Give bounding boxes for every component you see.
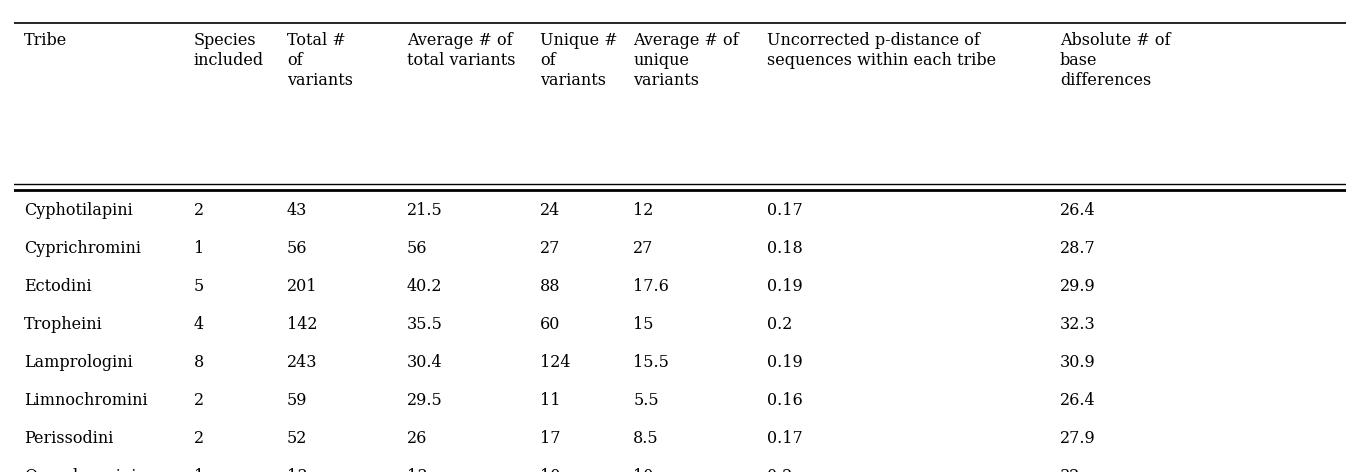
Text: 27: 27 (634, 240, 654, 257)
Text: 56: 56 (287, 240, 307, 257)
Text: 26: 26 (407, 430, 427, 447)
Text: 2: 2 (193, 202, 204, 219)
Text: 40.2: 40.2 (407, 278, 442, 295)
Text: 12: 12 (634, 202, 654, 219)
Text: 88: 88 (540, 278, 560, 295)
Text: 8: 8 (193, 354, 204, 371)
Text: 10: 10 (634, 468, 654, 472)
Text: 28.7: 28.7 (1059, 240, 1096, 257)
Text: 59: 59 (287, 392, 307, 409)
Text: Ectodini: Ectodini (24, 278, 92, 295)
Text: 10: 10 (540, 468, 560, 472)
Text: 43: 43 (287, 202, 307, 219)
Text: Perissodini: Perissodini (24, 430, 114, 447)
Text: Average # of
total variants: Average # of total variants (407, 33, 515, 69)
Text: 0.16: 0.16 (767, 392, 802, 409)
Text: Limnochromini: Limnochromini (24, 392, 148, 409)
Text: 56: 56 (407, 240, 427, 257)
Text: 32.3: 32.3 (1059, 316, 1096, 333)
Text: 60: 60 (540, 316, 560, 333)
Text: 5: 5 (193, 278, 204, 295)
Text: Cyphotilapini: Cyphotilapini (24, 202, 133, 219)
Text: 30.9: 30.9 (1059, 354, 1096, 371)
Text: Average # of
unique
variants: Average # of unique variants (634, 33, 738, 89)
Text: 201: 201 (287, 278, 317, 295)
Text: 1: 1 (193, 468, 204, 472)
Text: 17: 17 (540, 430, 560, 447)
Text: 0.2: 0.2 (767, 468, 792, 472)
Text: Uncorrected p-distance of
sequences within each tribe: Uncorrected p-distance of sequences with… (767, 33, 996, 69)
Text: 124: 124 (540, 354, 571, 371)
Text: 52: 52 (287, 430, 307, 447)
Text: 0.19: 0.19 (767, 354, 802, 371)
Text: 24: 24 (540, 202, 560, 219)
Text: 15.5: 15.5 (634, 354, 669, 371)
Text: Species
included: Species included (193, 33, 264, 69)
Text: 2: 2 (193, 392, 204, 409)
Text: 11: 11 (540, 392, 560, 409)
Text: 5.5: 5.5 (634, 392, 660, 409)
Text: 29.5: 29.5 (407, 392, 442, 409)
Text: Cyprichromini: Cyprichromini (24, 240, 141, 257)
Text: 13: 13 (287, 468, 307, 472)
Text: Oreochromini: Oreochromini (24, 468, 137, 472)
Text: 30.4: 30.4 (407, 354, 442, 371)
Text: 2: 2 (193, 430, 204, 447)
Text: 17.6: 17.6 (634, 278, 669, 295)
Text: 1: 1 (193, 240, 204, 257)
Text: 243: 243 (287, 354, 317, 371)
Text: 13: 13 (407, 468, 427, 472)
Text: 8.5: 8.5 (634, 430, 660, 447)
Text: 4: 4 (193, 316, 204, 333)
Text: Absolute # of
base
differences: Absolute # of base differences (1059, 33, 1171, 89)
Text: 15: 15 (634, 316, 654, 333)
Text: 32: 32 (1059, 468, 1080, 472)
Text: Total #
of
variants: Total # of variants (287, 33, 352, 89)
Text: Lamprologini: Lamprologini (24, 354, 133, 371)
Text: 35.5: 35.5 (407, 316, 442, 333)
Text: 0.18: 0.18 (767, 240, 802, 257)
Text: 142: 142 (287, 316, 317, 333)
Text: 0.17: 0.17 (767, 430, 802, 447)
Text: 0.19: 0.19 (767, 278, 802, 295)
Text: 27: 27 (540, 240, 560, 257)
Text: Tribe: Tribe (24, 33, 68, 50)
Text: 21.5: 21.5 (407, 202, 442, 219)
Text: 0.17: 0.17 (767, 202, 802, 219)
Text: Tropheini: Tropheini (24, 316, 103, 333)
Text: 29.9: 29.9 (1059, 278, 1096, 295)
Text: 0.2: 0.2 (767, 316, 792, 333)
Text: 26.4: 26.4 (1059, 202, 1095, 219)
Text: 26.4: 26.4 (1059, 392, 1095, 409)
Text: 27.9: 27.9 (1059, 430, 1096, 447)
Text: Unique #
of
variants: Unique # of variants (540, 33, 617, 89)
